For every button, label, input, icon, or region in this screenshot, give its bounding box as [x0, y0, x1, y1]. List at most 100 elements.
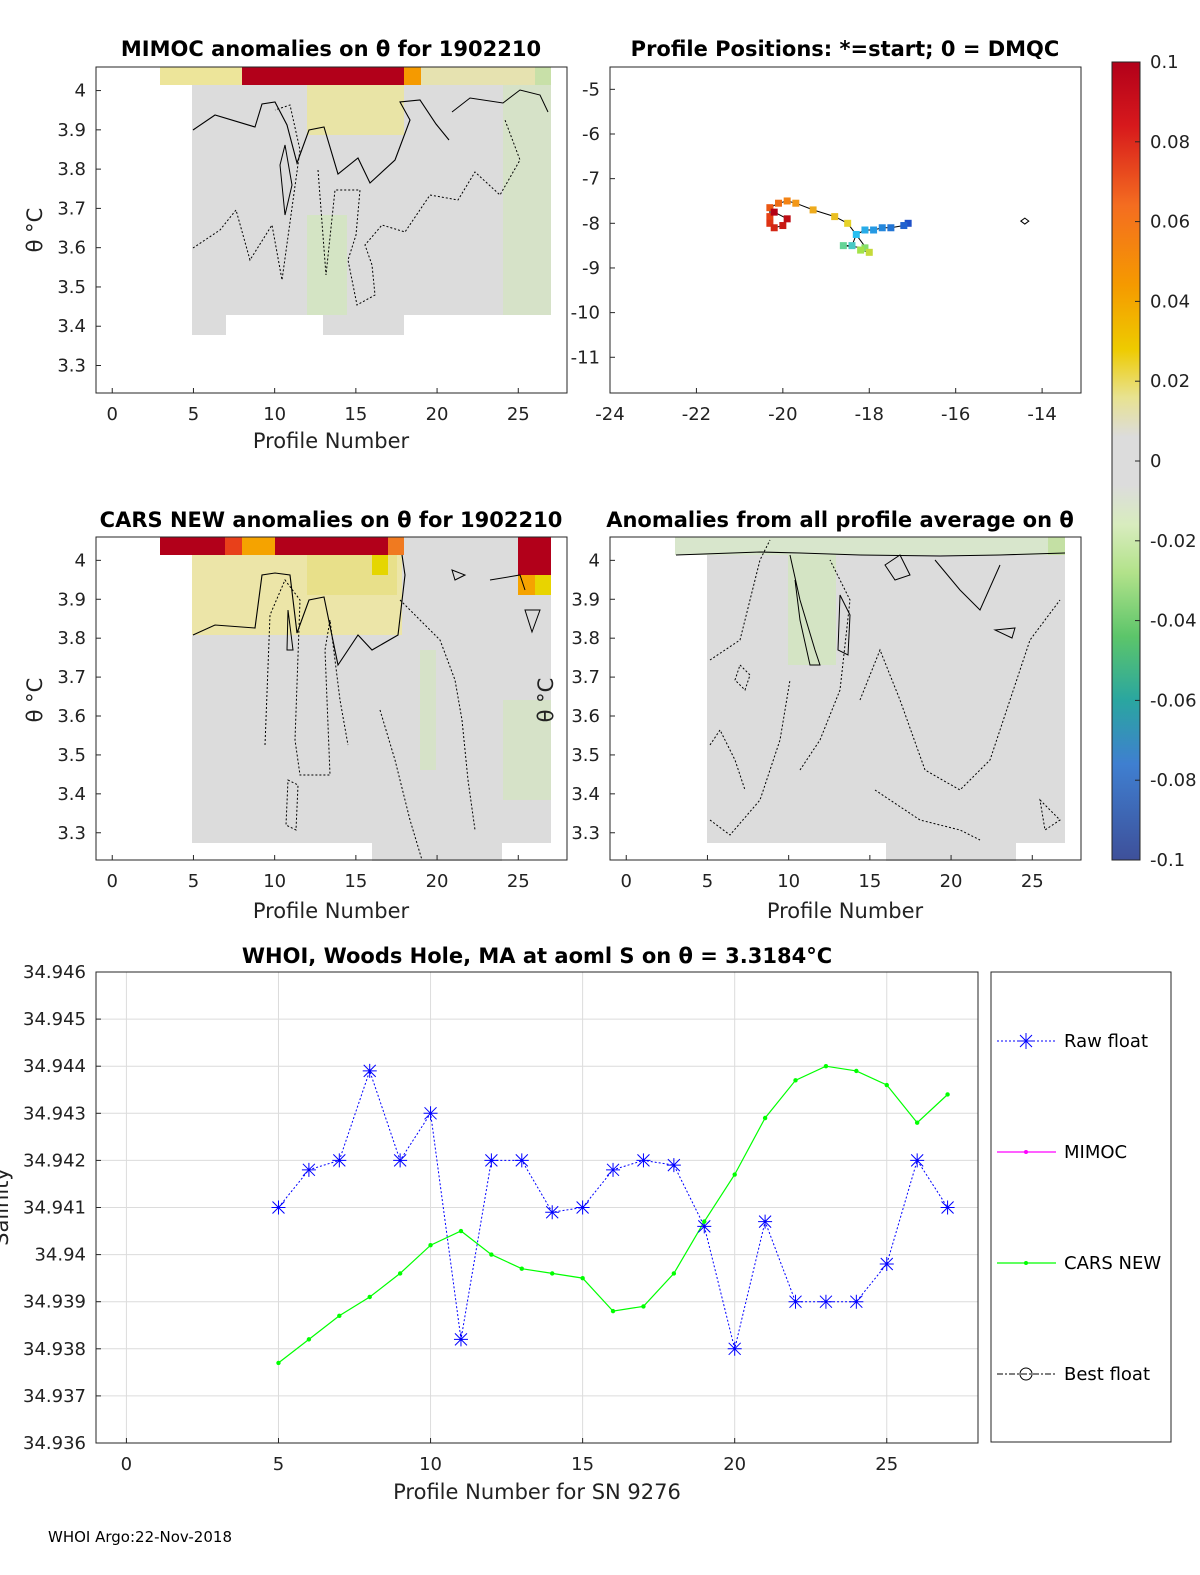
raw-float-point [666, 1158, 681, 1173]
mimoc-solid-contour [192, 99, 450, 184]
cars-new-point [732, 1172, 737, 1177]
raw-float-point [453, 1332, 468, 1347]
legend-entry-cars-new: CARS NEW [997, 1253, 1161, 1274]
salinity-y-tick: 34.937 [23, 1386, 86, 1407]
salinity-y-tick: 34.938 [23, 1339, 86, 1360]
cars-new-point [641, 1304, 646, 1309]
mimoc-y-tick: 4 [75, 81, 86, 102]
cars-y-tick: 3.3 [57, 823, 86, 844]
average-y-axis: 4 3.9 3.8 3.7 3.6 3.5 3.4 3.3 [571, 550, 615, 844]
mimoc-dotted-contour-left [192, 104, 301, 281]
cars-x-tick: 15 [344, 871, 367, 892]
colorbar-tick: -0.1 [1150, 850, 1185, 871]
mimoc-y-tick: 3.7 [57, 198, 86, 219]
cars-x-axis: 0 5 10 15 20 25 [107, 855, 530, 892]
colorbar-tick: -0.02 [1150, 531, 1197, 552]
cars-top-red-right [518, 537, 551, 575]
average-top-band [675, 537, 1065, 555]
salinity-y-tick: 34.946 [23, 962, 86, 983]
average-x-tick: 10 [777, 871, 800, 892]
raw-float-point [514, 1153, 529, 1168]
raw-float-point [393, 1153, 408, 1168]
raw-float-point [423, 1106, 438, 1121]
cars-new-point [671, 1271, 677, 1276]
cars-yellow-right [535, 575, 551, 595]
dot-marker-icon [1024, 1150, 1028, 1154]
cars-new-point [458, 1228, 464, 1234]
average-y-tick: 3.3 [571, 823, 600, 844]
raw-float-point [545, 1205, 560, 1220]
positions-x-axis: -24 -22 -20 -18 -16 -14 [595, 388, 1057, 425]
mimoc-field-low-mid [323, 315, 404, 335]
cars-field-low [372, 843, 502, 861]
raw-float-point [606, 1162, 621, 1177]
raw-float-point [575, 1200, 590, 1215]
salinity-x-tick: 25 [875, 1454, 898, 1475]
average-dotted-contours [709, 539, 1061, 841]
cars-heatmap [160, 537, 551, 861]
positions-panel: Profile Positions: *=start; 0 = DMQC -5 … [571, 37, 1082, 425]
salinity-x-axis: 0 5 10 15 20 25 [121, 1438, 898, 1475]
positions-y-tick: -9 [582, 258, 600, 279]
profile-position-point [900, 222, 908, 230]
positions-x-tick: -20 [768, 404, 797, 425]
raw-float-point [849, 1294, 864, 1309]
cars-top-grey [404, 537, 518, 555]
cars-x-tick: 25 [507, 871, 530, 892]
mimoc-y-tick: 3.8 [57, 159, 86, 180]
average-y-tick: 3.9 [571, 589, 600, 610]
cars-green-right [503, 700, 551, 800]
profile-position-point [852, 230, 860, 238]
cars-dotted-contour-1 [264, 579, 349, 776]
cars-new-point [823, 1064, 829, 1069]
legend-entry-best-float: Best float [997, 1364, 1150, 1385]
positions-x-tick: -22 [682, 404, 711, 425]
average-y-tick: 3.5 [571, 745, 600, 766]
mimoc-closed-contour [279, 144, 293, 216]
cars-new-point [519, 1266, 524, 1271]
salinity-y-tick: 34.943 [23, 1103, 86, 1124]
positions-axes-box [609, 66, 1082, 394]
average-field-low [886, 843, 1016, 861]
cars-new-point [945, 1092, 950, 1097]
positions-y-tick: -10 [571, 303, 600, 324]
salinity-panel: WHOI, Woods Hole, MA at aoml S on θ = 3.… [0, 944, 1172, 1504]
circle-marker-icon [1019, 1367, 1033, 1381]
positions-y-tick: -8 [582, 213, 600, 234]
salinity-x-tick: 0 [121, 1454, 132, 1475]
cars-new-point [489, 1252, 494, 1257]
average-axes-box [609, 536, 1082, 861]
average-x-tick: 0 [621, 871, 632, 892]
legend-box [990, 971, 1172, 1443]
average-x-axis: 0 5 10 15 20 25 [621, 855, 1044, 892]
profile-position-point [783, 197, 791, 205]
series-points-cars-new [276, 1064, 950, 1366]
profile-position-point [870, 226, 878, 234]
mimoc-x-tick: 20 [426, 404, 449, 425]
profile-position-point [857, 246, 865, 254]
cars-y-axis: 4 3.9 3.8 3.7 3.6 3.5 3.4 3.3 [57, 550, 101, 844]
mimoc-title: MIMOC anomalies on θ for 1902210 [121, 37, 541, 61]
salinity-x-tick: 5 [273, 1454, 284, 1475]
cars-x-label: Profile Number [253, 899, 410, 923]
footer-text: WHOI Argo:22-Nov-2018 [48, 1528, 232, 1546]
cars-solid-contour [192, 554, 406, 667]
cars-new-point [550, 1271, 555, 1276]
mimoc-top-orange [404, 67, 421, 85]
colorbar-tick: 0.06 [1150, 212, 1190, 233]
cars-new-point [337, 1313, 342, 1319]
profile-position-point [775, 199, 783, 207]
cars-panel: CARS NEW anomalies on θ for 1902210 [23, 508, 568, 923]
average-panel: Anomalies from all profile average on θ … [534, 508, 1082, 923]
colorbar-tick: 0.02 [1150, 371, 1190, 392]
mimoc-x-tick: 15 [344, 404, 367, 425]
cars-top-red-left [160, 537, 225, 555]
cars-y-tick: 3.4 [57, 784, 86, 805]
mimoc-green-right [503, 85, 551, 315]
legend-entry-mimoc: MIMOC [997, 1142, 1127, 1163]
asterisk-marker-icon [1018, 1033, 1034, 1049]
cars-new-point [428, 1242, 433, 1248]
profile-position-point [770, 224, 778, 232]
colorbar-tick: -0.08 [1150, 770, 1197, 791]
salinity-grid [96, 971, 978, 1444]
